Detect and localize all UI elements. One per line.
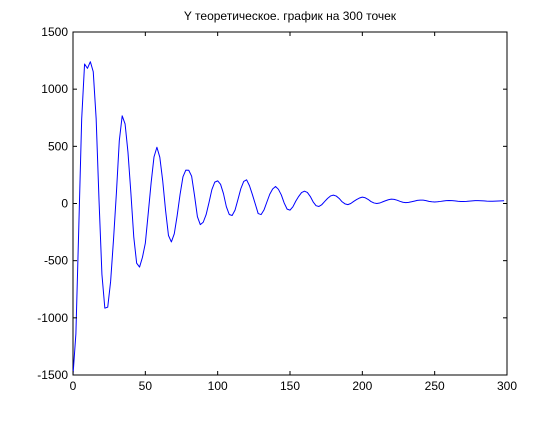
x-tick-label: 300	[497, 379, 517, 393]
x-tick-label: 200	[352, 379, 372, 393]
y-tick-label: -1500	[37, 368, 68, 382]
y-tick-label: 500	[48, 139, 68, 153]
axes	[72, 31, 508, 376]
y-tick-label: 0	[61, 197, 68, 211]
y-tick-label: -500	[44, 254, 68, 268]
x-tick-label: 250	[425, 379, 445, 393]
x-tick-label: 100	[208, 379, 228, 393]
ticks-layer: 0 50 100 150 200 250 300 -1500 -1000 -500 0 500 1000…	[37, 25, 517, 393]
series-line-0	[72, 61, 505, 376]
y-tick-label: 1000	[41, 82, 68, 96]
y-tick-label: 1500	[41, 25, 68, 39]
chart-title: Y теоретическое. график на 300 точек	[184, 9, 397, 23]
plot-area-box	[72, 31, 508, 376]
x-tick-label: 50	[139, 379, 153, 393]
x-tick-label: 0	[70, 379, 77, 393]
series-layer	[72, 61, 505, 376]
y-tick-label: -1000	[37, 311, 68, 325]
x-tick-label: 150	[280, 379, 300, 393]
